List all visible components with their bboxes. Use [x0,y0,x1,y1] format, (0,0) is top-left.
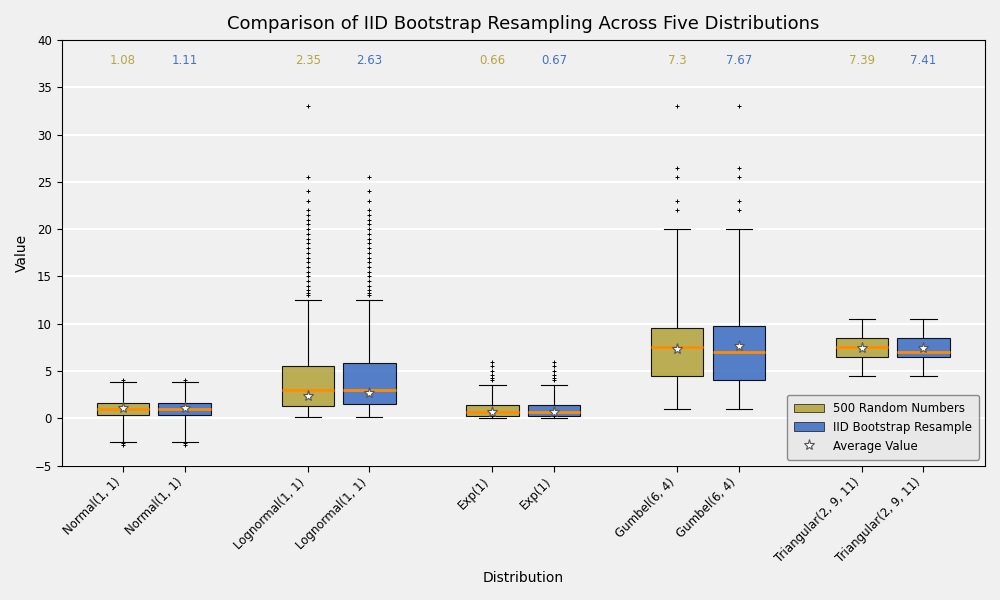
Legend: 500 Random Numbers, IID Bootstrap Resample, Average Value: 500 Random Numbers, IID Bootstrap Resamp… [787,395,979,460]
PathPatch shape [836,338,888,357]
PathPatch shape [343,364,396,404]
PathPatch shape [97,403,149,415]
Text: 7.67: 7.67 [726,54,752,67]
Text: 1.11: 1.11 [172,54,198,67]
PathPatch shape [528,405,580,416]
PathPatch shape [158,403,211,415]
Text: 2.63: 2.63 [356,54,382,67]
Text: 7.41: 7.41 [910,54,937,67]
PathPatch shape [651,328,703,376]
Title: Comparison of IID Bootstrap Resampling Across Five Distributions: Comparison of IID Bootstrap Resampling A… [227,15,819,33]
Text: 2.35: 2.35 [295,54,321,67]
Text: 0.67: 0.67 [541,54,567,67]
PathPatch shape [897,338,950,357]
Text: 1.08: 1.08 [110,54,136,67]
PathPatch shape [713,326,765,380]
Y-axis label: Value: Value [15,234,29,272]
PathPatch shape [466,405,519,416]
Text: 0.66: 0.66 [479,54,506,67]
Text: 7.3: 7.3 [668,54,686,67]
Text: 7.39: 7.39 [849,54,875,67]
X-axis label: Distribution: Distribution [483,571,564,585]
PathPatch shape [282,367,334,406]
